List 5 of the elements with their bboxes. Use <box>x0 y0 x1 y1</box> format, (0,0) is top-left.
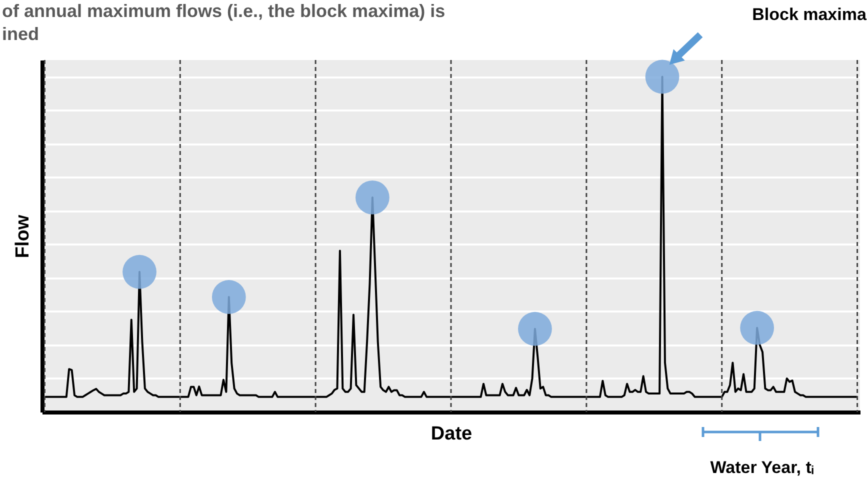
y-axis-title: Flow <box>12 214 34 258</box>
chart-title: of annual maximum flows (i.e., the block maxima) is ined <box>2 1 446 44</box>
text: Water Year, tᵢ <box>710 458 814 477</box>
text: Block maxima <box>752 4 867 24</box>
x-axis-title: Date <box>430 424 472 444</box>
